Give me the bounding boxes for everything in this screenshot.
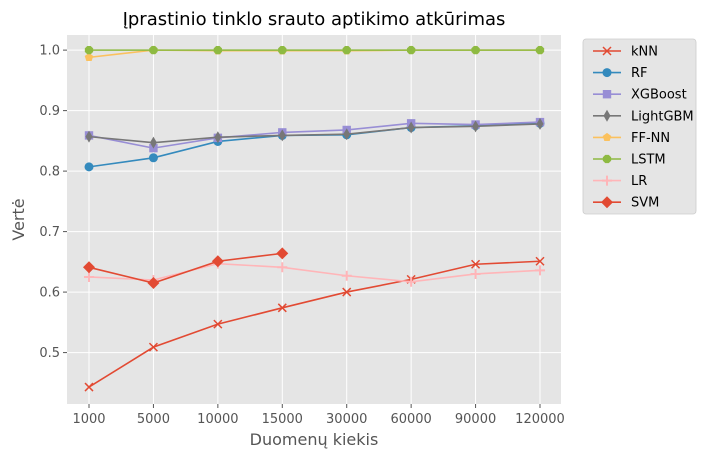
data-point-lr bbox=[341, 270, 352, 281]
y-tick-label: 0.7 bbox=[39, 225, 60, 240]
data-point-lightgbm bbox=[278, 129, 286, 142]
legend-swatch-marker bbox=[602, 154, 612, 164]
legend-swatch-marker bbox=[602, 132, 612, 142]
data-point-lr bbox=[470, 268, 481, 279]
legend-label: kNN bbox=[631, 45, 658, 60]
data-point-lstm bbox=[84, 45, 94, 55]
legend-swatch-marker bbox=[601, 196, 613, 209]
legend-entry-lr: LR bbox=[593, 174, 647, 189]
data-point-knn bbox=[471, 259, 481, 269]
legend-entry-rf: RF bbox=[593, 66, 648, 81]
legend-swatch-marker bbox=[602, 46, 612, 56]
x-tick-label: 10000 bbox=[197, 412, 238, 427]
data-point-knn bbox=[277, 303, 287, 313]
legend-swatch-marker bbox=[602, 68, 612, 78]
data-point-lstm bbox=[406, 45, 416, 55]
data-point-lstm bbox=[213, 45, 223, 55]
x-tick-label: 15000 bbox=[262, 412, 303, 427]
y-tick-label: 1.0 bbox=[39, 44, 60, 59]
legend-swatch-marker bbox=[602, 90, 612, 99]
x-axis-label: Duomenų kiekis bbox=[250, 430, 379, 449]
legend-label: RF bbox=[631, 66, 648, 81]
data-point-lightgbm bbox=[85, 130, 93, 143]
y-tick-label: 0.6 bbox=[39, 286, 60, 301]
legend-label: FF-NN bbox=[631, 131, 670, 146]
series-line-lr bbox=[88, 262, 541, 283]
legend: kNN RF XGBoost LightGBM FF-NN LSTM LR SVM bbox=[582, 38, 697, 215]
x-tick-label: 120000 bbox=[515, 412, 565, 427]
y-tick-label: 0.5 bbox=[39, 346, 60, 361]
legend-entry-xgboost: XGBoost bbox=[593, 88, 687, 103]
data-point-rf bbox=[84, 162, 94, 172]
data-point-lr bbox=[535, 265, 545, 276]
data-point-knn bbox=[84, 382, 94, 392]
x-tick-label: 90000 bbox=[455, 412, 496, 427]
x-tick-label: 1000 bbox=[72, 412, 105, 427]
data-point-svm bbox=[147, 277, 160, 290]
data-point-lightgbm bbox=[149, 136, 157, 149]
data-point-lstm bbox=[535, 45, 545, 55]
data-point-lstm bbox=[342, 45, 351, 55]
data-point-lightgbm bbox=[536, 117, 544, 130]
series-lstm bbox=[84, 45, 545, 55]
data-point-rf bbox=[148, 153, 158, 163]
chart-title: Įprastinio tinklo srauto aptikimo atkūri… bbox=[123, 9, 506, 30]
x-tick-labels: 1000 5000 10000 15000 30000 60000 90000 120000 bbox=[72, 404, 565, 427]
data-point-svm bbox=[83, 261, 95, 274]
y-axis-label: Vertė bbox=[9, 198, 28, 240]
data-point-svm bbox=[211, 255, 224, 268]
data-point-lightgbm bbox=[214, 131, 222, 144]
legend-entry-svm: SVM bbox=[593, 196, 659, 211]
x-tick-label: 60000 bbox=[390, 412, 431, 427]
legend-entry-knn: kNN bbox=[593, 45, 658, 60]
data-point-lightgbm bbox=[343, 128, 351, 141]
data-point-knn bbox=[213, 319, 223, 329]
legend-label: SVM bbox=[631, 196, 659, 211]
y-tick-labels: 0.5 0.6 0.7 0.8 0.9 1.0 bbox=[39, 44, 67, 361]
series-line-svm bbox=[88, 252, 283, 284]
x-tick-label: 30000 bbox=[326, 412, 367, 427]
data-point-lr bbox=[406, 276, 417, 287]
series-lightgbm bbox=[85, 117, 544, 149]
y-tick-label: 0.8 bbox=[39, 165, 60, 180]
legend-swatch-marker bbox=[603, 109, 611, 122]
series-knn bbox=[84, 256, 545, 392]
legend-label: LSTM bbox=[631, 153, 666, 168]
data-point-lstm bbox=[149, 45, 158, 55]
data-point-svm bbox=[276, 247, 289, 260]
data-point-lstm bbox=[471, 45, 480, 55]
data-point-lr bbox=[84, 271, 94, 282]
series-line-knn bbox=[88, 260, 541, 388]
data-point-ff-nn bbox=[84, 52, 94, 62]
series-svm bbox=[83, 247, 289, 290]
legend-label: LightGBM bbox=[631, 109, 694, 124]
legend-entry-lightgbm: LightGBM bbox=[593, 109, 694, 124]
series-layer bbox=[83, 45, 545, 392]
legend-entry-ff-nn: FF-NN bbox=[593, 131, 670, 146]
data-point-knn bbox=[148, 342, 158, 352]
legend-entry-lstm: LSTM bbox=[593, 153, 666, 168]
data-point-knn bbox=[535, 256, 545, 266]
legend-label: LR bbox=[631, 174, 647, 189]
legend-swatch-marker bbox=[602, 175, 612, 186]
x-tick-label: 5000 bbox=[137, 412, 170, 427]
series-line-xgboost bbox=[88, 121, 541, 149]
plot-background bbox=[67, 35, 561, 404]
data-point-lstm bbox=[278, 45, 287, 55]
legend-label: XGBoost bbox=[631, 88, 687, 103]
data-point-knn bbox=[342, 287, 352, 297]
data-point-lightgbm bbox=[407, 121, 415, 134]
series-line-lightgbm bbox=[88, 123, 541, 144]
data-point-lr bbox=[277, 262, 288, 273]
data-point-lightgbm bbox=[472, 120, 480, 133]
y-tick-label: 0.9 bbox=[39, 104, 60, 119]
legend-frame bbox=[582, 38, 697, 215]
